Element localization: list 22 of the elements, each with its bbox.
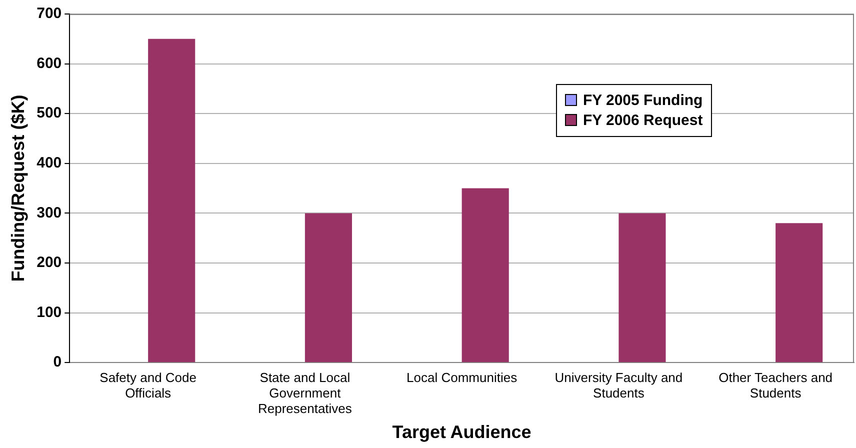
bar (618, 213, 666, 362)
bar (776, 223, 823, 362)
y-axis-title: Funding/Request ($K) (8, 94, 28, 282)
y-tick-label: 700 (36, 5, 62, 22)
y-tick-label: 500 (36, 104, 62, 122)
y-tick-label: 100 (36, 304, 62, 321)
y-tick-label: 0 (53, 354, 62, 371)
bar (462, 188, 509, 362)
y-tick-label: 400 (36, 154, 62, 172)
y-tick-label: 200 (36, 254, 62, 272)
bar (148, 38, 196, 362)
x-tick-label: Safety and Code Officials (100, 370, 196, 401)
x-tick-label: Other Teachers and Students (718, 370, 833, 401)
y-tick-label: 300 (36, 204, 62, 222)
y-tick-label: 600 (36, 54, 62, 72)
x-tick-label: University Faculty and Students (554, 370, 683, 401)
legend-label: FY 2005 Funding (582, 92, 703, 109)
legend-label: FY 2006 Request (582, 112, 703, 129)
x-axis-title: Target Audience (392, 422, 532, 442)
bar (304, 213, 352, 362)
x-tick-label: State and Local Government Representatives (258, 370, 352, 416)
x-tick-label: Local Communities (406, 370, 518, 385)
